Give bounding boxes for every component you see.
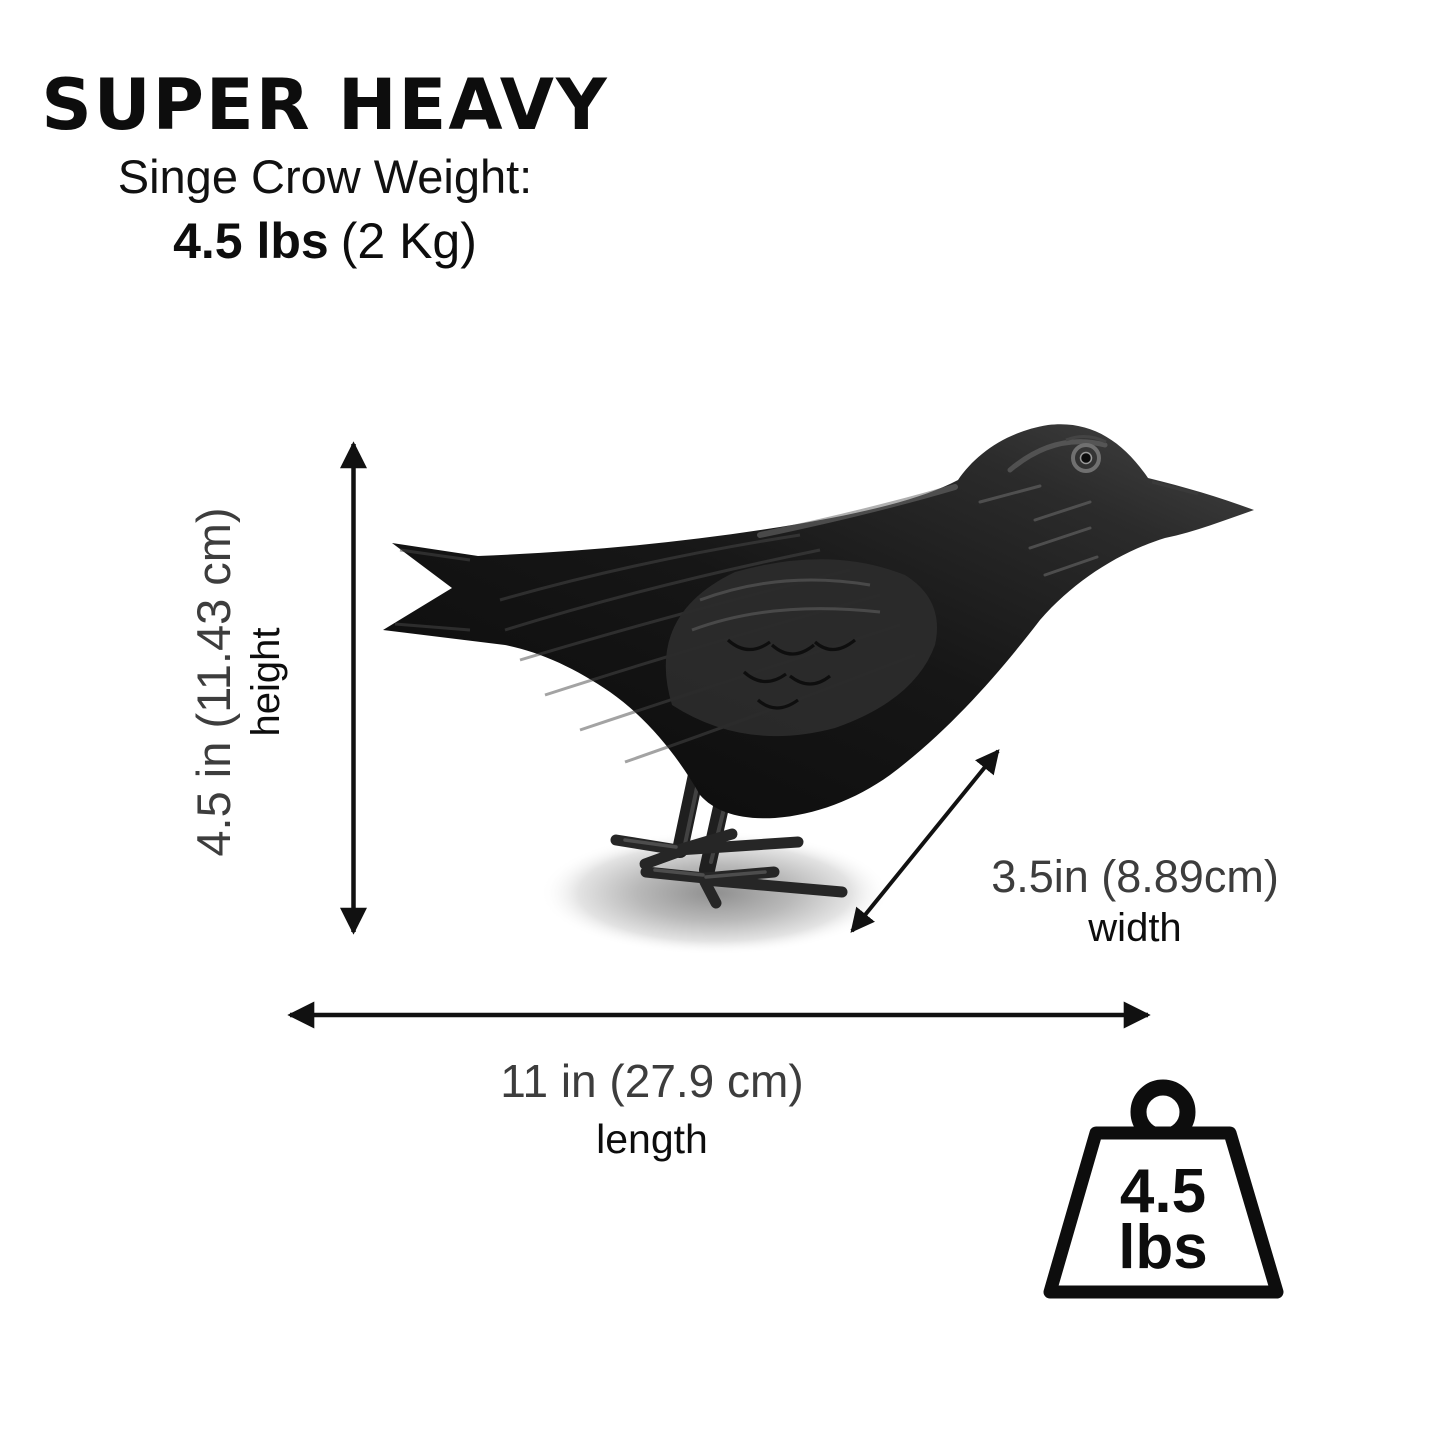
- length-arrow: [287, 1001, 1151, 1029]
- width-arrow: [850, 749, 1000, 933]
- width-value: 3.5in (8.89cm): [991, 851, 1279, 902]
- weight-badge: 4.5 lbs: [1040, 1064, 1300, 1314]
- crow-eye: [1065, 435, 1107, 473]
- width-label: width: [1088, 905, 1182, 950]
- weight-value: 4.5 lbs: [173, 213, 329, 270]
- page-title: SUPER HEAVY: [41, 64, 609, 146]
- height-value: 4.5 in (11.43 cm): [187, 507, 241, 857]
- wing-scallops: [726, 638, 857, 710]
- length-value: 11 in (27.9 cm): [500, 1055, 804, 1107]
- length-label: length: [596, 1115, 708, 1162]
- badge-weight-unit: lbs: [1118, 1213, 1208, 1282]
- header: SUPER HEAVY Singe Crow Weight: 4.5 lbs (2…: [40, 70, 610, 268]
- crow-statue-image: [383, 424, 1254, 955]
- height-label: height: [243, 627, 288, 737]
- width-dimension: 3.5in (8.89cm) width: [955, 852, 1315, 950]
- weight-line: 4.5 lbs (2 Kg): [40, 215, 610, 268]
- weight-metric: (2 Kg): [340, 213, 477, 270]
- length-dimension: 11 in (27.9 cm) length: [402, 1056, 902, 1162]
- crow-wing: [665, 559, 937, 737]
- subtitle: Singe Crow Weight:: [117, 150, 533, 203]
- badge-weight-value: 4.5: [1120, 1157, 1206, 1226]
- beak-groove: [1151, 480, 1199, 496]
- head-highlights: [757, 439, 1108, 577]
- height-dimension: 4.5 in (11.43 cm) height: [187, 372, 288, 992]
- weight-icon: 4.5 lbs: [1043, 1079, 1284, 1299]
- height-arrow: [340, 441, 367, 935]
